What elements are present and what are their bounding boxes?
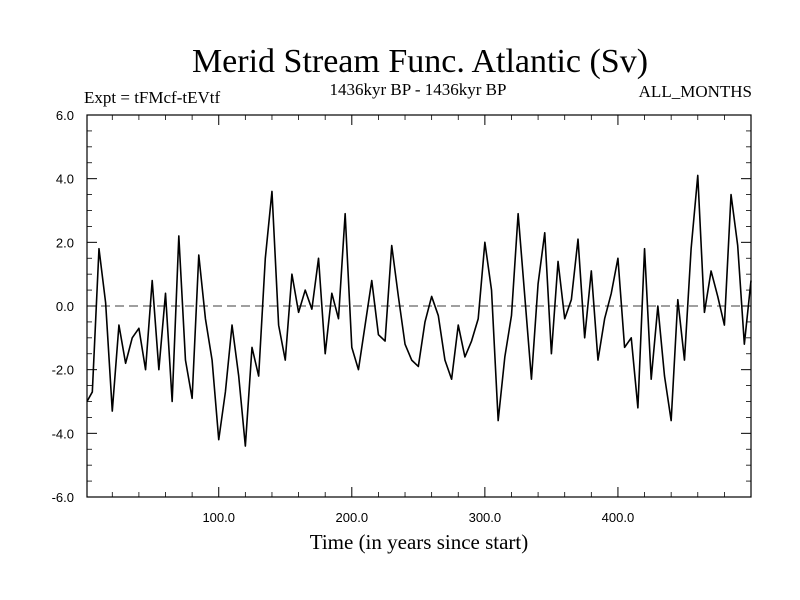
plot-frame: [86, 114, 752, 498]
x-tick-label: 400.0: [602, 510, 635, 525]
x-tick-label: 100.0: [202, 510, 235, 525]
x-tick-label: 200.0: [336, 510, 369, 525]
y-tick-label: 4.0: [56, 172, 74, 187]
y-tick-label: -4.0: [52, 426, 74, 441]
months-label: ALL_MONTHS: [639, 82, 752, 101]
y-tick-label: -6.0: [52, 490, 74, 505]
chart-title: Merid Stream Func. Atlantic (Sv): [192, 43, 648, 80]
series-line: [86, 174, 752, 447]
x-axis-label: Time (in years since start): [310, 530, 529, 554]
y-tick-label: 2.0: [56, 235, 74, 250]
chart-subtitle: 1436kyr BP - 1436kyr BP: [330, 80, 507, 99]
y-tick-label: -2.0: [52, 363, 74, 378]
experiment-label: Expt = tFMcf-tEVtf: [84, 88, 220, 107]
y-tick-label: 0.0: [56, 299, 74, 314]
y-tick-label: 6.0: [56, 108, 74, 123]
x-tick-label: 300.0: [469, 510, 502, 525]
